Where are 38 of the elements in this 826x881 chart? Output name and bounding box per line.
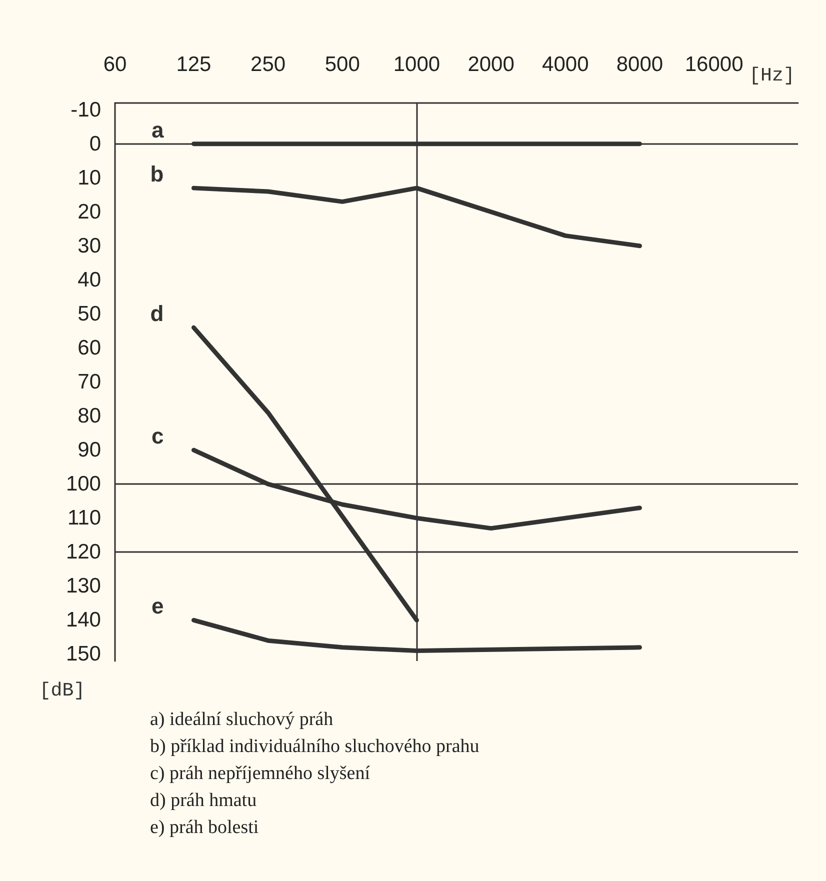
y-tick-label: 60 <box>78 336 101 360</box>
y-tick-label: 90 <box>78 438 101 462</box>
y-tick-label: 20 <box>78 200 101 224</box>
text: c) práh nepříjemného slyšení <box>150 762 372 786</box>
y-tick-label: 140 <box>66 608 101 632</box>
series-label: e <box>151 594 164 619</box>
series-label: b <box>150 162 164 187</box>
x-tick-label: 500 <box>324 53 360 76</box>
series-label: a <box>151 117 164 142</box>
y-tick-label: 150 <box>66 642 101 666</box>
x-tick-label: 1000 <box>393 53 440 76</box>
y-axis-title: [dB] <box>39 680 85 702</box>
series-label: c <box>151 424 164 449</box>
x-tick-label: 8000 <box>616 53 664 76</box>
y-tick-label: 10 <box>78 166 101 190</box>
text: b) příklad individuálního sluchového prahu <box>150 735 480 759</box>
y-tick-label: 110 <box>68 506 101 530</box>
text: e) práh bolesti <box>150 816 260 840</box>
x-tick-label: 60 <box>103 53 127 76</box>
x-tick-label: 16000 <box>684 53 744 76</box>
y-tick-label: 50 <box>78 302 101 326</box>
x-tick-label: 250 <box>250 53 286 76</box>
y-tick-label: 30 <box>78 234 101 258</box>
y-tick-label: 70 <box>78 370 101 394</box>
y-tick-label: 80 <box>78 404 101 428</box>
x-tick-label: 4000 <box>542 53 589 76</box>
y-tick-label: 100 <box>66 472 101 496</box>
y-tick-label: 130 <box>66 574 101 598</box>
y-tick-label: 40 <box>78 268 101 292</box>
x-tick-label: 125 <box>176 53 212 76</box>
x-tick-label: 2000 <box>468 53 514 76</box>
y-tick-label: 120 <box>66 540 101 564</box>
y-tick-label: -10 <box>70 98 101 122</box>
y-tick-label: 0 <box>89 132 101 156</box>
text: d) práh hmatu <box>150 789 258 813</box>
text: a) ideální sluchový práh <box>150 708 334 732</box>
series-label: d <box>150 301 164 326</box>
x-axis-title: [Hz] <box>749 64 795 86</box>
